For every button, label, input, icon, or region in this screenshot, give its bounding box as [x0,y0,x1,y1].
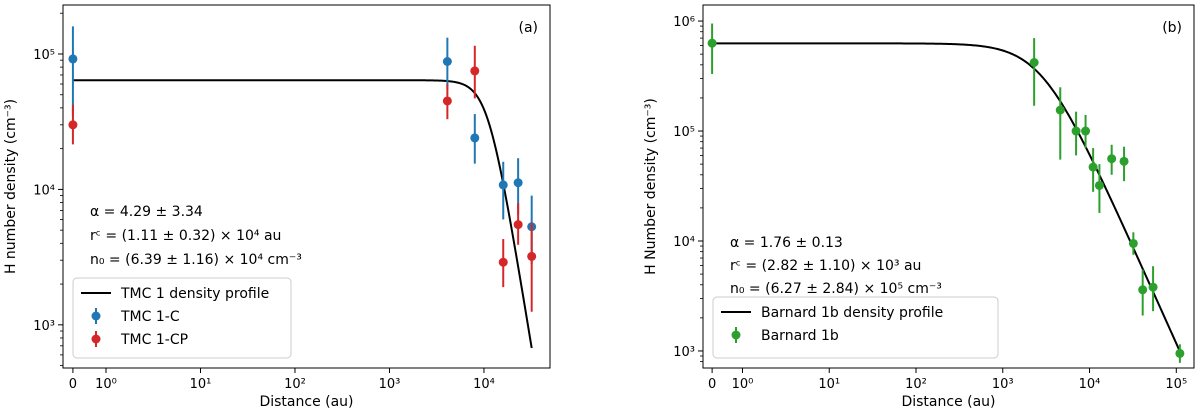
x-axis-label: Distance (au) [259,394,353,410]
y-axis-label: H Number density (cm⁻³) [643,98,659,275]
data-point [1081,126,1091,136]
legend-box [72,277,292,359]
x-tick-label: 10² [905,377,927,392]
data-point [1055,105,1065,115]
legend-label: TMC 1-C [120,309,180,325]
data-point [1088,162,1098,172]
fit-annotation: α = 4.29 ± 3.34 [90,204,203,220]
data-point [1119,156,1129,166]
x-tick-label: 10⁵ [1165,377,1187,392]
data-point [68,120,78,130]
x-tick-label: 0 [69,377,77,392]
x-tick-label: 10⁰ [732,377,754,392]
x-tick-label: 10⁴ [1079,377,1101,392]
y-tick-label: 10⁶ [673,15,695,30]
x-tick-label: 10³ [992,377,1014,392]
data-point [1094,180,1104,190]
y-tick-label: 10⁴ [33,183,55,198]
data-point [513,220,523,230]
data-point [470,133,480,143]
panel-label: (a) [518,20,538,36]
fit-annotation: n₀ = (6.27 ± 2.84) × 10⁵ cm⁻³ [730,281,942,297]
x-tick-label: 10⁰ [95,377,117,392]
data-point [1107,154,1117,164]
x-tick-label: 10² [284,377,306,392]
legend-marker-swatch [91,334,101,344]
y-tick-label: 10⁵ [33,48,55,63]
x-tick-label: 10¹ [818,377,840,392]
fit-annotation: α = 1.76 ± 0.13 [730,235,843,251]
x-tick-label: 10¹ [190,377,212,392]
data-point [527,251,537,261]
y-tick-label: 10³ [33,319,55,334]
model-curve [72,79,533,349]
data-point [513,178,523,188]
data-point [470,66,480,76]
legend-label: TMC 1-CP [120,332,188,348]
legend: Barnard 1b density profile Barnard 1b [712,296,999,359]
data-point [1138,285,1148,295]
legend-label: Barnard 1b [761,328,839,344]
fit-annotation: n₀ = (6.39 ± 1.16) × 10⁴ cm⁻³ [90,252,302,268]
legend-box [712,296,999,359]
plot-frame [62,4,551,369]
data-point [442,57,452,67]
data-point [707,38,717,48]
model-curve [712,42,1183,356]
data-point [1148,282,1158,292]
legend: TMC 1 density profile TMC 1-C TMC 1-CP [72,277,292,359]
legend-label: TMC 1 density profile [120,286,269,302]
panel-label: (b) [1162,20,1182,36]
data-point [68,54,78,64]
y-tick-label: 10³ [673,345,695,360]
x-tick-label: 0 [708,377,716,392]
y-axis-label: H number density (cm⁻³) [3,99,19,274]
fit-annotation: rᶜ = (2.82 ± 1.10) × 10³ au [730,258,921,274]
y-tick-label: 10⁴ [673,235,695,250]
data-point [442,96,452,106]
data-point [1029,57,1039,67]
legend-label: Barnard 1b density profile [761,305,943,321]
x-tick-label: 10³ [379,377,401,392]
data-point [498,257,508,267]
legend-marker-swatch [731,330,741,340]
fit-annotation: rᶜ = (1.11 ± 0.32) × 10⁴ au [90,228,281,244]
legend-marker-swatch [91,311,101,321]
panel-b: 0 10⁰ 10¹ 10² 10³ 10⁴ 10⁵ 10³ 10⁴ 10⁵ 10⁶ Distance … [643,4,1195,410]
x-axis-label: Distance (au) [901,394,995,410]
x-tick-label: 10⁴ [473,377,495,392]
y-tick-label: 10⁵ [673,125,695,140]
data-point [1071,126,1081,136]
panel-a: 0 10⁰ 10¹ 10² 10³ 10⁴ 10³ 10⁴ 10⁵ Distance (au) H … [3,4,551,410]
data-point [1175,348,1185,358]
data-point [498,180,508,190]
data-point [1128,238,1138,248]
plot-frame [702,4,1195,369]
